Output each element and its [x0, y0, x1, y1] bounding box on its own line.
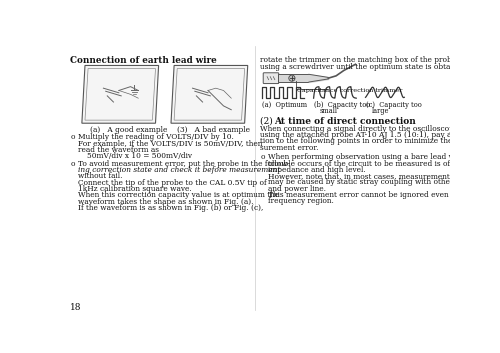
Text: (2): (2)	[260, 117, 278, 126]
Text: At time of direct connection: At time of direct connection	[274, 117, 416, 126]
Polygon shape	[82, 65, 158, 123]
Text: Connect the tip of the probe to the CAL 0.5V tip of: Connect the tip of the probe to the CAL …	[78, 179, 266, 187]
Text: Connection of earth lead wire: Connection of earth lead wire	[70, 56, 217, 65]
Text: o: o	[71, 160, 76, 168]
Text: When connecting a signal directly to the oscilloscope not: When connecting a signal directly to the…	[260, 125, 473, 133]
Text: read the waveform as: read the waveform as	[78, 146, 159, 154]
Text: o: o	[261, 153, 266, 161]
Text: To avoid measurement error, put the probe in the follow-: To avoid measurement error, put the prob…	[78, 160, 290, 168]
FancyBboxPatch shape	[278, 74, 309, 82]
Text: (b)  Capacity too: (b) Capacity too	[314, 101, 370, 109]
Text: When this correction capacity value is at optimum the: When this correction capacity value is a…	[78, 191, 279, 199]
Text: frequency region.: frequency region.	[268, 197, 334, 205]
Text: However, note that, in most cases, measurement error: However, note that, in most cases, measu…	[268, 172, 472, 180]
Text: For example, if the VOLTS/DIV is 50mV/DIV, then: For example, if the VOLTS/DIV is 50mV/DI…	[78, 139, 262, 148]
Text: using a screwdriver until the optimum state is obtained.: using a screwdriver until the optimum st…	[260, 62, 469, 71]
Text: tion to the following points in order to minimize the mea-: tion to the following points in order to…	[260, 137, 473, 145]
Text: Multiply the reading of VOLTS/DIV by 10.: Multiply the reading of VOLTS/DIV by 10.	[78, 133, 234, 141]
Text: rotate the trimmer on the matching box of the probe by: rotate the trimmer on the matching box o…	[260, 56, 468, 64]
Text: (a)  Optimum: (a) Optimum	[262, 101, 307, 109]
Text: When performing observation using a bare lead wire, no: When performing observation using a bare…	[268, 153, 479, 161]
Text: (a)   A good example: (a) A good example	[90, 126, 167, 133]
Text: without fail.: without fail.	[78, 172, 122, 180]
Text: using the attached probe AT-10 AJ 1.5 (10:1), pay atten-: using the attached probe AT-10 AJ 1.5 (1…	[260, 131, 469, 139]
Text: This measurement error cannot be ignored even in low: This measurement error cannot be ignored…	[268, 191, 474, 199]
Text: Capacitance correction trimmer: Capacitance correction trimmer	[298, 88, 403, 93]
Text: If the waveform is as shown in Fig. (b) or Fig. (c),: If the waveform is as shown in Fig. (b) …	[78, 204, 264, 212]
Text: and power line.: and power line.	[268, 185, 326, 193]
Text: (3)   A bad example: (3) A bad example	[177, 126, 250, 133]
Text: may be caused by static stray coupling with other circuit: may be caused by static stray coupling w…	[268, 179, 480, 186]
Text: (c)  Capacity too: (c) Capacity too	[366, 101, 422, 109]
Text: ing correction state and check it before measurement: ing correction state and check it before…	[78, 166, 280, 174]
Text: trouble occurs of the circuit to be measured is of low: trouble occurs of the circuit to be meas…	[268, 160, 466, 168]
Text: waveform takes the shape as shown in Fig. (a).: waveform takes the shape as shown in Fig…	[78, 198, 254, 206]
Text: o: o	[71, 133, 76, 141]
Text: 18: 18	[70, 303, 82, 312]
Text: 50mV/div x 10 = 500mV/div: 50mV/div x 10 = 500mV/div	[88, 152, 192, 160]
Polygon shape	[171, 65, 248, 123]
Text: small: small	[320, 107, 338, 115]
Text: surement error.: surement error.	[260, 144, 318, 152]
Text: large: large	[372, 107, 389, 115]
FancyBboxPatch shape	[263, 73, 278, 84]
Text: impedance and high level.: impedance and high level.	[268, 166, 366, 174]
Text: 1kHz calibration square wave.: 1kHz calibration square wave.	[78, 185, 192, 193]
Circle shape	[289, 75, 295, 81]
